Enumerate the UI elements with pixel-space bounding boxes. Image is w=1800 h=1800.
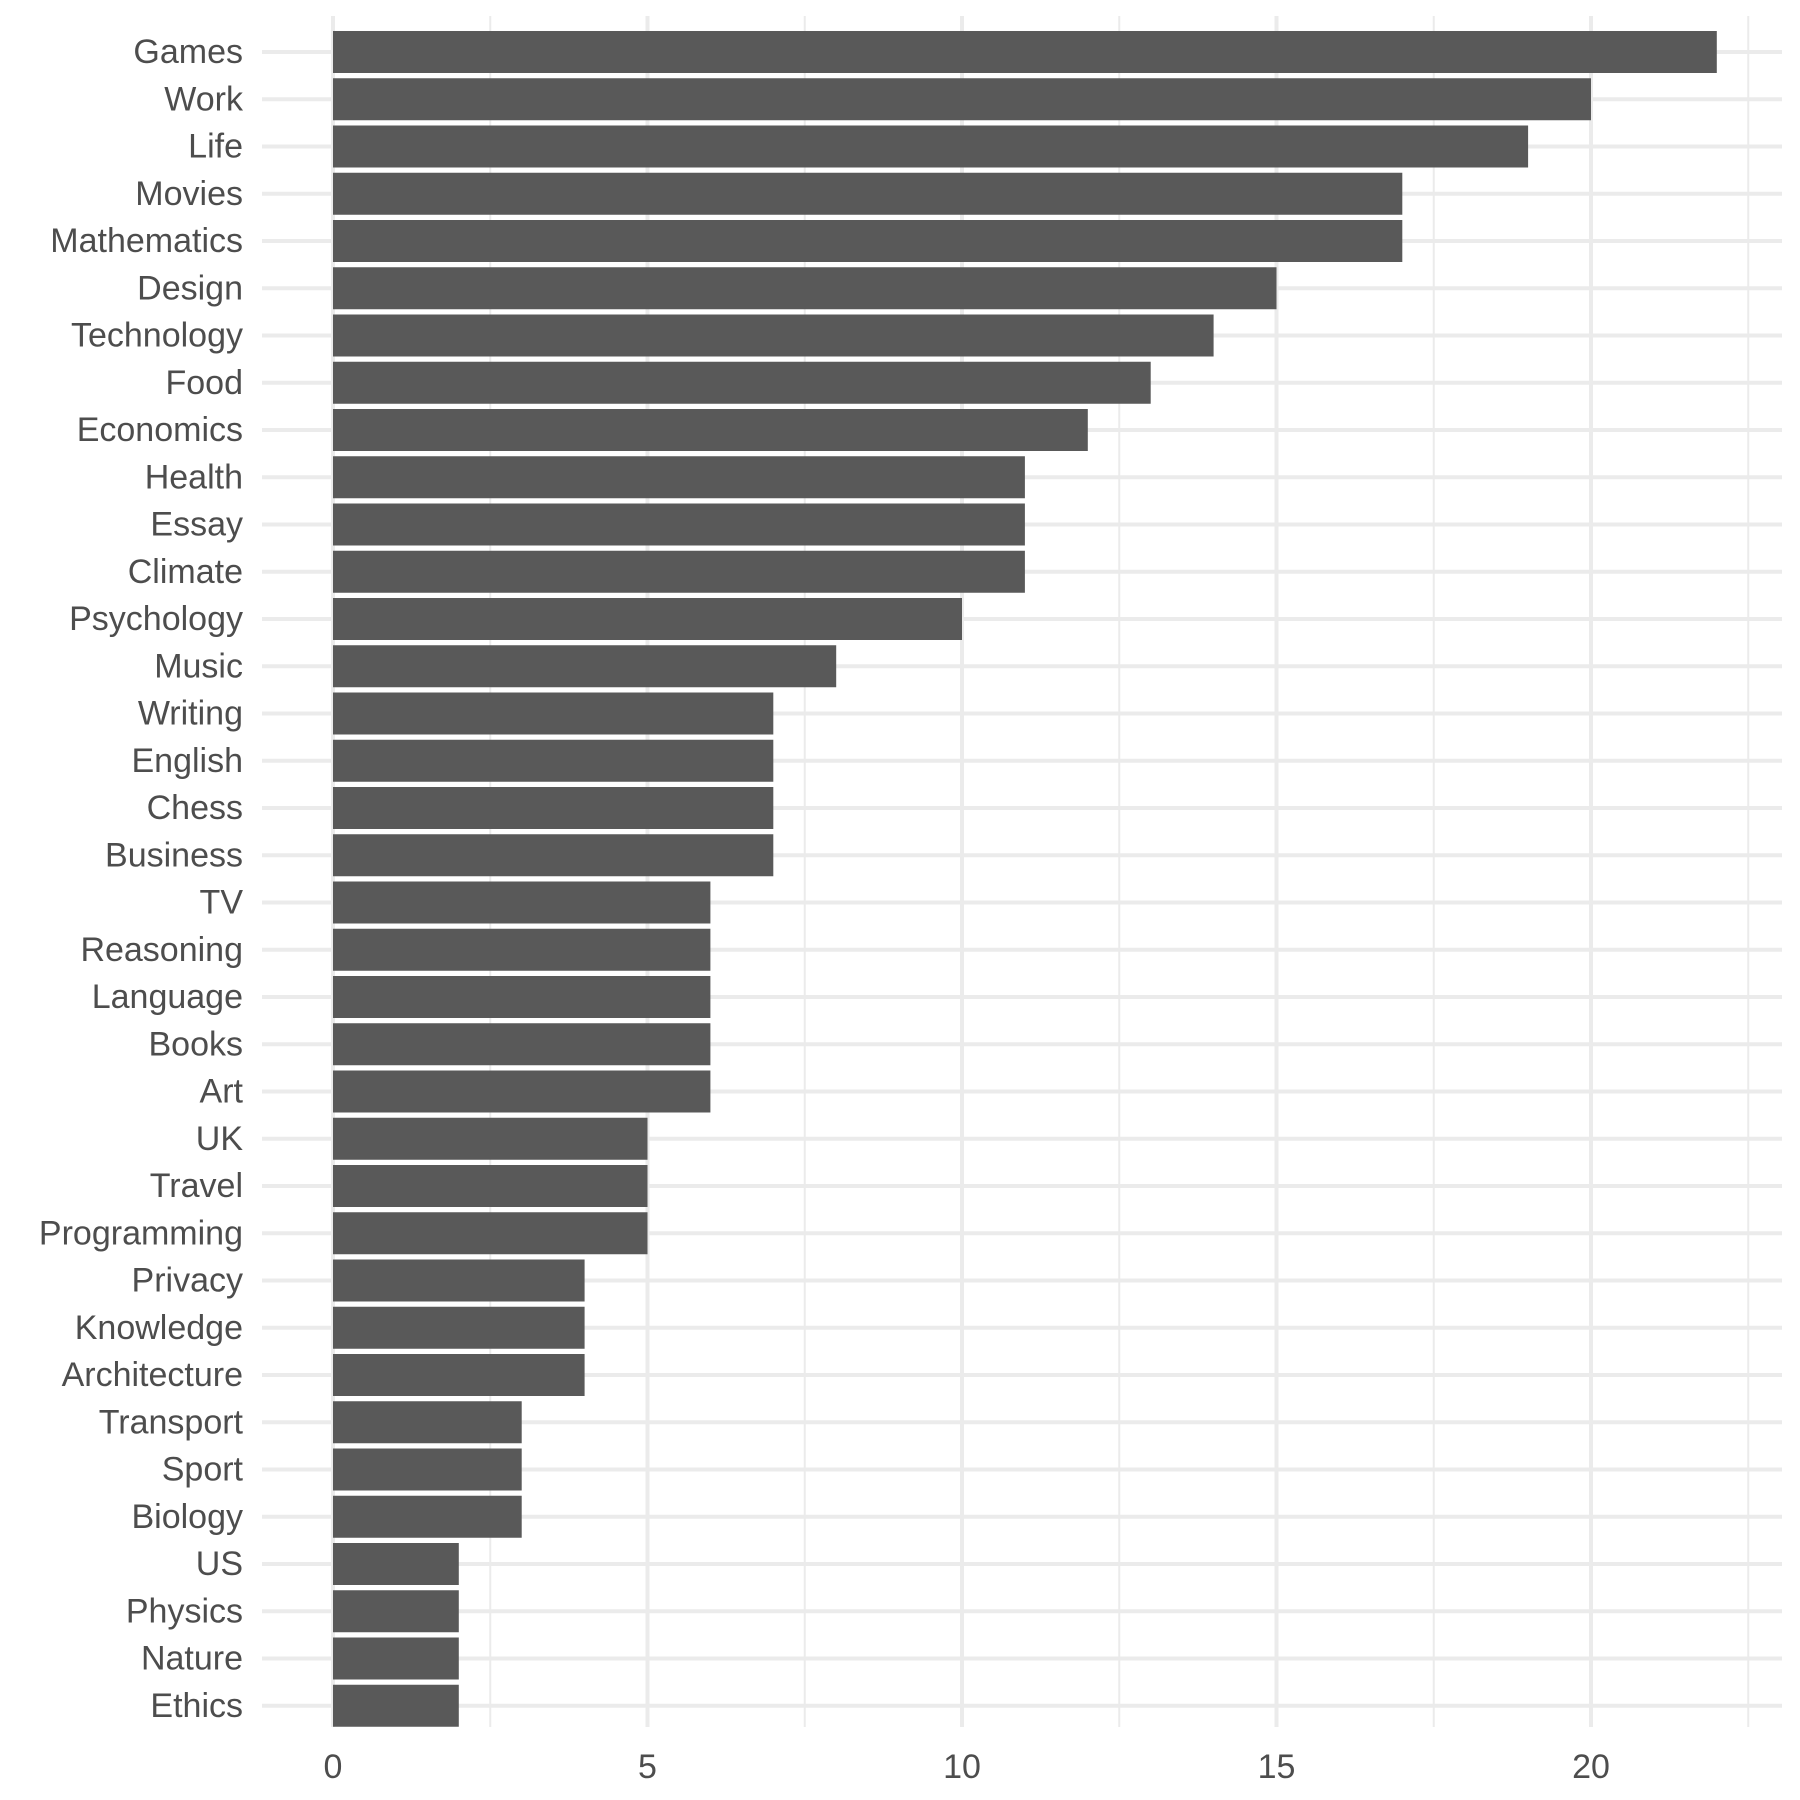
bar-music [333,645,837,688]
x-tick-label: 0 [324,1748,343,1786]
category-label: Ethics [150,1687,243,1725]
category-label: US [196,1545,243,1583]
bar-movies [333,172,1403,215]
bar-language [333,976,711,1018]
category-label: Privacy [132,1262,243,1300]
bar-knowledge [333,1306,585,1349]
category-label: Nature [141,1640,243,1678]
x-tick-label: 10 [943,1748,981,1786]
bar-biology [333,1495,522,1538]
category-label: Knowledge [75,1309,243,1347]
bar-psychology [333,598,962,640]
category-label: Movies [135,175,243,213]
bar-nature [333,1637,459,1680]
category-label: Life [188,128,243,166]
category-axis-labels: Games Work Life Movies Mathematics Design Tech… [39,33,244,1725]
category-label: Travel [150,1167,243,1205]
category-label: Chess [147,789,243,827]
bar-games [333,31,1717,73]
bar-programming [333,1212,648,1255]
category-label: Transport [99,1403,244,1441]
bar-design [333,267,1277,310]
category-label: Work [164,80,244,118]
category-label: Food [166,364,244,402]
bar-climate [333,550,1025,593]
category-label: Essay [150,506,243,544]
bar-books [333,1023,711,1066]
bars [333,31,1717,1727]
bar-mathematics [333,220,1403,262]
category-label: Games [133,33,243,71]
bar-ethics [333,1684,459,1727]
category-label: Climate [128,553,243,591]
bar-privacy [333,1259,585,1302]
category-label: English [131,742,243,780]
bar-technology [333,314,1214,357]
bar-essay [333,503,1025,546]
bar-physics [333,1590,459,1633]
category-label: Reasoning [80,931,243,969]
bar-sport [333,1448,522,1491]
category-label: Writing [138,695,243,733]
category-label: Art [200,1073,244,1111]
category-label: UK [196,1120,244,1158]
category-label: Sport [162,1451,244,1489]
bar-english [333,739,774,782]
category-label: Language [92,978,243,1016]
x-tick-label: 20 [1572,1748,1610,1786]
category-label: Technology [71,317,243,355]
category-label: Physics [126,1592,243,1630]
bar-transport [333,1401,522,1444]
bar-tv [333,881,711,924]
bar-architecture [333,1354,585,1396]
category-label: Mathematics [50,222,243,260]
x-tick-label: 15 [1258,1748,1296,1786]
value-axis-labels: 0 5 10 15 20 [324,1748,1610,1786]
category-label: Architecture [62,1356,243,1394]
category-label: Books [149,1025,244,1063]
bar-us [333,1543,459,1585]
bar-business [333,834,774,877]
bar-writing [333,692,774,735]
category-label: Biology [131,1498,243,1536]
bar-travel [333,1165,648,1207]
bar-reasoning [333,928,711,971]
bar-uk [333,1117,648,1160]
category-label: Business [105,836,243,874]
bar-life [333,125,1529,168]
category-label: Health [145,458,243,496]
bar-health [333,456,1025,499]
category-label: Programming [39,1214,243,1252]
category-label: Design [137,269,243,307]
category-label: Music [154,647,243,685]
bar-work [333,78,1591,121]
category-label: Economics [77,411,243,449]
bar-food [333,361,1151,404]
category-label: Psychology [69,600,243,638]
bar-art [333,1070,711,1113]
x-tick-label: 5 [638,1748,657,1786]
bar-chess [333,787,774,829]
category-label: TV [200,884,244,922]
bar-economics [333,409,1088,451]
